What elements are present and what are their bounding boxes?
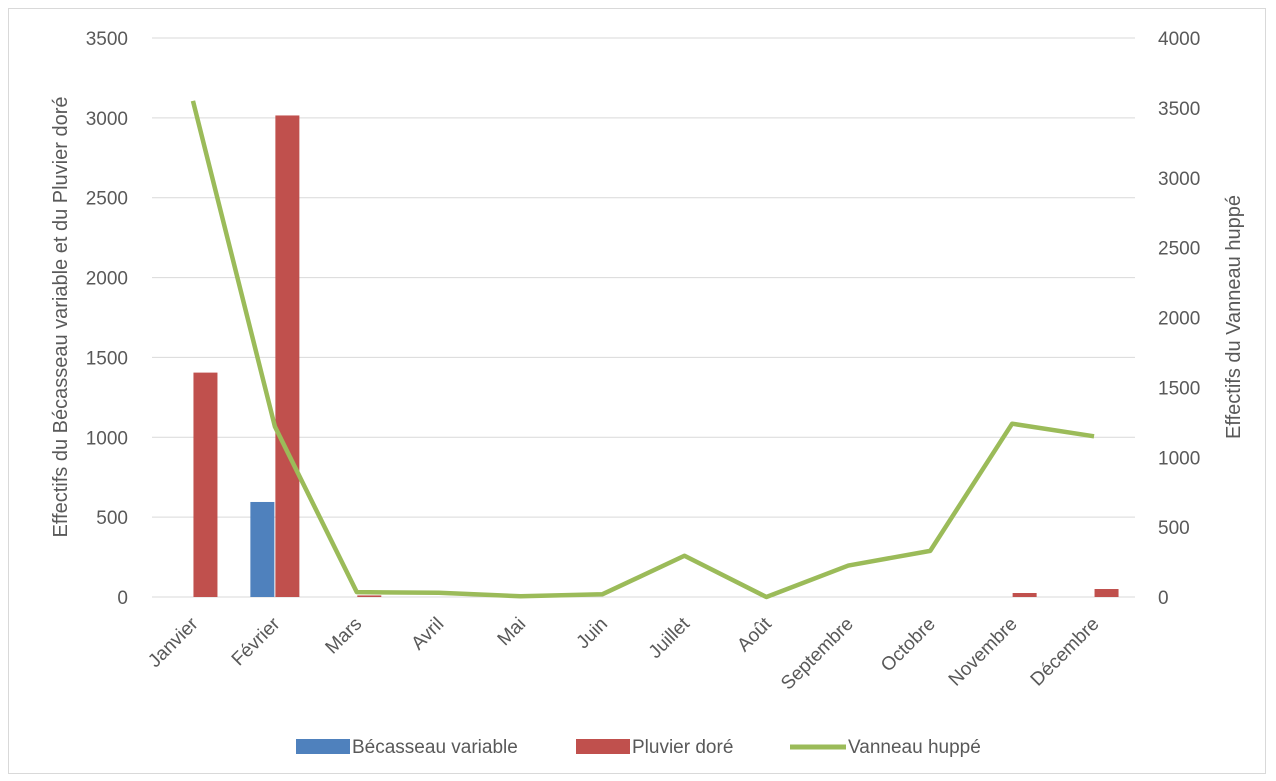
right-tick-label: 500 <box>1158 518 1190 539</box>
left-tick-label: 1000 <box>86 428 128 449</box>
chart-frame <box>8 8 1266 774</box>
legend-label-vanneau: Vanneau huppé <box>848 737 981 758</box>
left-tick-label: 2500 <box>86 189 128 210</box>
right-axis-title: Effectifs du Vanneau huppé <box>1223 195 1245 439</box>
left-tick-label: 2000 <box>86 269 128 290</box>
right-axis-ticks: 0 500 1000 1500 2000 2500 3000 3500 4000 <box>1158 29 1200 609</box>
x-tick-label: Août <box>733 613 776 656</box>
right-tick-label: 1500 <box>1158 378 1200 399</box>
gridlines <box>152 37 1135 598</box>
bar-pluvier <box>1012 593 1037 597</box>
x-tick-label: Septembre <box>777 614 858 695</box>
left-tick-label: 3000 <box>86 109 128 130</box>
bar-becasseau <box>250 501 275 597</box>
x-tick-label: Mai <box>494 614 531 651</box>
right-tick-label: 3000 <box>1158 169 1200 190</box>
x-axis-ticks: Janvier Février Mars Avril Mai Juin Juillet Aoû… <box>144 613 1103 694</box>
left-axis-ticks: 0 500 1000 1500 2000 2500 3000 3500 <box>86 29 128 609</box>
line-series <box>190 100 1095 600</box>
x-tick-label: Mars <box>322 614 367 659</box>
x-tick-label: Décembre <box>1027 614 1104 691</box>
left-tick-label: 0 <box>117 588 128 609</box>
legend: Bécasseau variable Pluvier doré Vanneau … <box>296 737 981 758</box>
bar-pluvier <box>275 115 300 597</box>
x-tick-label: Novembre <box>945 614 1022 691</box>
left-tick-label: 500 <box>96 508 128 529</box>
legend-label-becasseau: Bécasseau variable <box>352 737 518 758</box>
x-tick-label: Février <box>228 613 285 670</box>
bar-pluvier <box>357 595 382 597</box>
right-tick-label: 4000 <box>1158 29 1200 50</box>
x-tick-label: Avril <box>408 614 449 655</box>
left-axis-title: Effectifs du Bécasseau variable et du Pl… <box>50 97 72 538</box>
right-tick-label: 3500 <box>1158 99 1200 120</box>
legend-swatch-pluvier <box>576 739 630 754</box>
right-tick-label: 0 <box>1158 588 1169 609</box>
x-tick-label: Janvier <box>144 613 203 672</box>
left-tick-label: 3500 <box>86 29 128 50</box>
right-tick-label: 2000 <box>1158 309 1200 330</box>
legend-swatch-becasseau <box>296 739 350 754</box>
bar-pluvier <box>1094 589 1119 597</box>
line-vanneau <box>190 100 1095 600</box>
bar-pluvier <box>193 372 218 597</box>
x-tick-label: Juillet <box>645 613 695 663</box>
right-tick-label: 1000 <box>1158 448 1200 469</box>
x-tick-label: Octobre <box>877 614 940 677</box>
left-tick-label: 1500 <box>86 348 128 369</box>
x-tick-label: Juin <box>573 614 612 653</box>
right-tick-label: 2500 <box>1158 239 1200 260</box>
bars <box>193 115 1119 597</box>
legend-label-pluvier: Pluvier doré <box>632 737 733 758</box>
